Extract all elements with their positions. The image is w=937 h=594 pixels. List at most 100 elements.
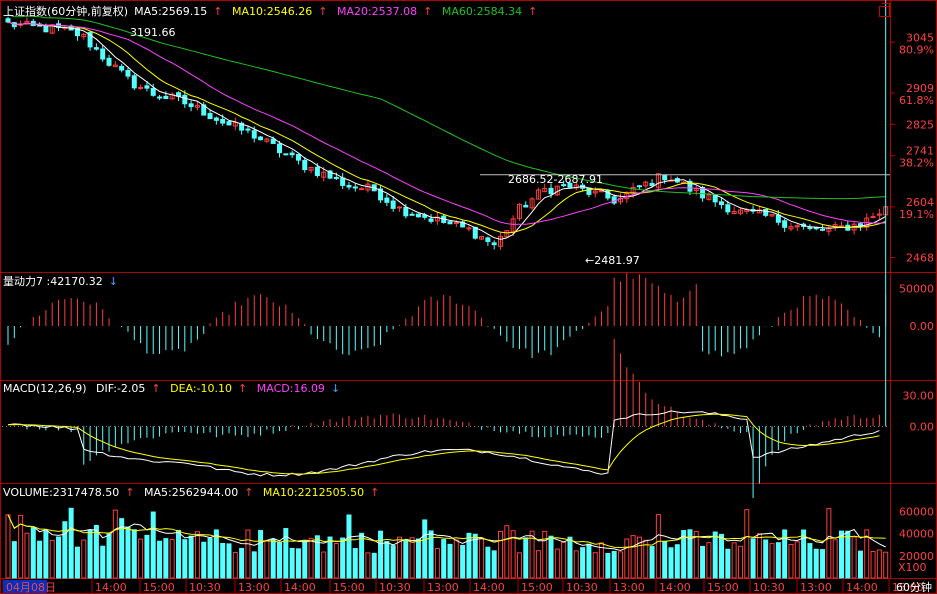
volume-bar [775, 542, 781, 579]
candle-body [561, 184, 567, 187]
volume-bar [485, 546, 491, 579]
fib-pct-label: 19.1% [899, 208, 934, 221]
dea-label: DEA:-10.10 [170, 382, 233, 395]
volume-bar [295, 548, 301, 579]
ma5-line [7, 21, 886, 240]
volume-bar [447, 543, 453, 579]
volume-bar [441, 539, 447, 579]
macd-value-label: MACD:16.09 [256, 382, 325, 395]
candle-body [422, 214, 428, 218]
volume-bar [807, 543, 813, 579]
volume-bar [371, 552, 377, 579]
volume-bar [466, 532, 472, 579]
volume-bar [365, 552, 371, 579]
volume-bar [422, 519, 428, 579]
candle-body [460, 221, 466, 228]
price-pane: 3191.66 ←2481.97 2686.52-2687.91 [5, 14, 890, 267]
candle-body [283, 153, 289, 156]
volume-bar [5, 514, 11, 579]
volume-bar [378, 530, 384, 579]
candle-body [87, 32, 93, 48]
candle-body [769, 214, 775, 217]
volume-legend: VOLUME:2317478.50 ↑ MA5:2562944.00 ↑ MA10:… [3, 486, 385, 499]
volume-bar [226, 543, 232, 579]
volume-bar [548, 535, 554, 579]
candle-body [403, 207, 409, 217]
candle-body [302, 159, 308, 171]
volume-bar [232, 551, 238, 579]
x-tick-label: 10:30 [379, 581, 411, 594]
candle-body [719, 201, 725, 206]
volume-bar [756, 533, 762, 579]
candle-body [655, 173, 661, 188]
ma20-line [7, 21, 886, 225]
candle-body [794, 225, 800, 228]
volume-bar [719, 533, 725, 579]
candle-body [226, 121, 232, 126]
volume-bar [239, 547, 245, 579]
candle-body [5, 18, 11, 23]
candle-body [194, 104, 200, 108]
volume-ma5-label: MA5:2562944.00 [143, 486, 239, 499]
macd-down-arrow-icon: ↓ [330, 382, 341, 395]
volume-bar [93, 524, 99, 579]
volume-bar [49, 540, 55, 579]
fib-pct-label: 38.2% [899, 157, 934, 170]
price-legend: 上证指数(60分钟,前复权) MA5:2569.15 ↑ MA10:2546.26 ↑… [3, 5, 543, 18]
x-tick-label: 15:00 [892, 581, 924, 594]
volume-bar [643, 539, 649, 579]
macd-legend: MACD(12,26,9) DIF:-2.05 ↑ DEA:-10.10 ↑ MAC… [3, 382, 346, 395]
volume-bar [813, 548, 819, 579]
volume-bar [769, 543, 775, 579]
volume-bar [801, 529, 807, 579]
x-tick-label: 04月08日 [6, 581, 56, 594]
volume-bar [586, 543, 592, 579]
x-tick-label: 15:00 [521, 581, 553, 594]
volume-bar [826, 508, 832, 579]
candle-body [485, 237, 491, 242]
volume-bar [782, 529, 788, 579]
x-tick-label: 14:00 [95, 581, 127, 594]
volume-bar [624, 538, 630, 579]
volume-tick-label: 20000 [899, 550, 934, 563]
candle-body [384, 197, 390, 203]
volume-bar [251, 551, 257, 579]
ma5-up-arrow-icon: ↑ [213, 5, 223, 18]
vf-down-arrow-icon: ↓ [108, 275, 118, 288]
candle-body [24, 20, 30, 24]
x-tick-label: 13:00 [427, 581, 459, 594]
candle-body [498, 235, 504, 247]
volume-bar [542, 530, 548, 579]
volume-bar [321, 551, 327, 579]
candle-body [346, 185, 352, 188]
candle-body [93, 47, 99, 50]
candle-body [308, 166, 314, 171]
candle-body [289, 152, 295, 156]
candle-body [169, 93, 175, 100]
restore-window-icon[interactable] [879, 3, 890, 17]
candle-body [472, 226, 478, 239]
volume-bar [523, 537, 529, 579]
volume-bar [857, 550, 863, 579]
candle-body [523, 204, 529, 208]
candle-body [213, 117, 219, 121]
volume-bar [359, 532, 365, 579]
candle-body [157, 96, 163, 99]
volume-bar [700, 545, 706, 579]
volume-bar [870, 551, 876, 579]
volume-bar [516, 552, 522, 579]
candle-body [144, 85, 150, 89]
macd-tick-label: 30.00 [903, 389, 935, 402]
volume-bar [150, 511, 156, 579]
high-price-label: 3191.66 [130, 26, 176, 39]
candle-body [245, 128, 251, 131]
candle-body [870, 216, 876, 219]
volume-bar [18, 514, 24, 579]
fib-pct-label: 61.8% [899, 94, 934, 107]
volume-bar [592, 552, 598, 579]
volume-bar [112, 509, 118, 579]
volume-bar [832, 539, 838, 579]
ma20-up-arrow-icon: ↑ [423, 5, 433, 18]
volume-bar [131, 529, 137, 579]
